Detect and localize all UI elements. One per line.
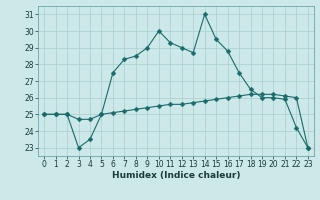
X-axis label: Humidex (Indice chaleur): Humidex (Indice chaleur) (112, 171, 240, 180)
